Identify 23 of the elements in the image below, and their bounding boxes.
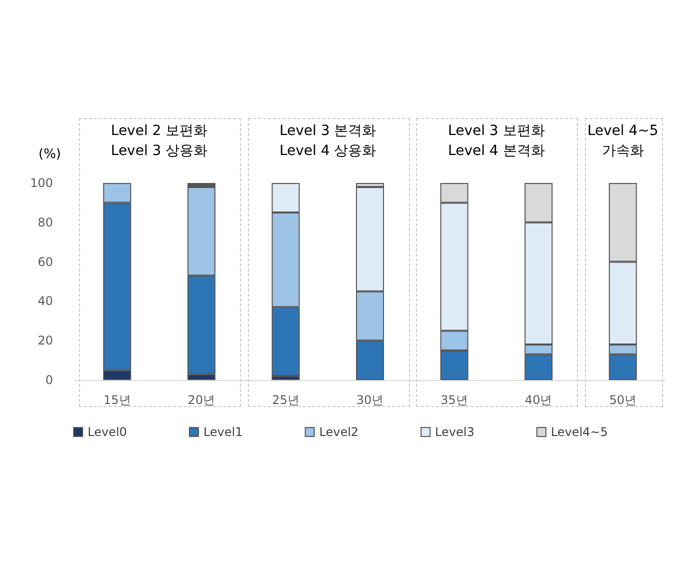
text: Level 3 본격화 Level 4 상용화 [278, 122, 378, 161]
text: Level 4~5 가속화 [586, 122, 660, 161]
legend-label: Level3 [435, 425, 474, 439]
y-tick-label: 80 [38, 215, 53, 230]
x-tick-label: 20년 [188, 393, 216, 407]
y-tick-label: 0 [45, 373, 53, 387]
x-tick-label: 30년 [356, 393, 384, 407]
text: Level 3 보편화 Level 4 본격화 [447, 122, 546, 161]
legend-label: Level4~5 [550, 425, 608, 439]
x-tick-label: 40년 [524, 393, 552, 407]
text: Level 2 보편화 Level 3 상용화 [110, 122, 209, 161]
x-tick-label: 35년 [440, 393, 468, 407]
legend-label: Level0 [88, 425, 127, 439]
x-tick-label: 50년 [609, 393, 636, 407]
y-tick-label: 60 [38, 254, 53, 269]
x-tick-label: 15년 [104, 393, 131, 407]
x-tick-label: 25년 [272, 393, 300, 407]
legend-label: Level2 [319, 425, 359, 439]
y-tick-label: 20 [38, 334, 53, 348]
y-axis-title: (%) [38, 147, 61, 162]
y-tick-label: 100 [30, 176, 53, 190]
legend-label: Level1 [203, 425, 243, 439]
y-tick-label: 40 [38, 294, 53, 308]
